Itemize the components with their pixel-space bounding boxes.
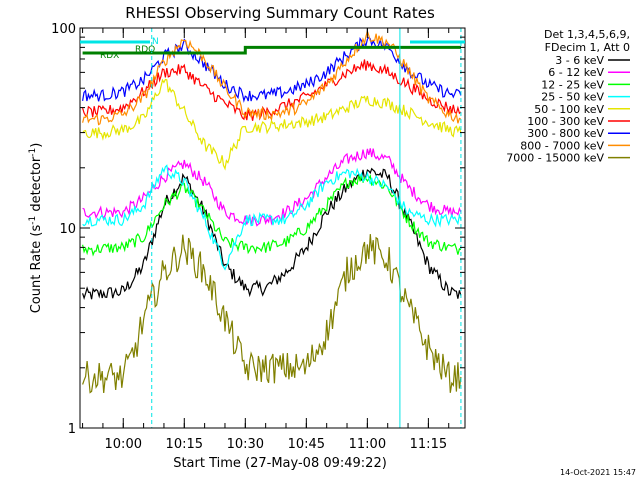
legend-label-7: 800 - 7000 keV xyxy=(520,139,604,152)
y-axis: 1 10 100 xyxy=(51,22,465,437)
series-line-9 xyxy=(82,45,461,55)
legend-label-5: 100 - 300 keV xyxy=(527,115,604,128)
y-axis-label-sup: -1 xyxy=(28,216,38,225)
x-tick-label-0: 10:00 xyxy=(105,437,142,452)
x-tick-label-2: 10:30 xyxy=(227,437,264,452)
series-line-6 xyxy=(82,36,462,103)
x-axis-label: Start Time (27-May-08 09:49:22) xyxy=(173,456,387,471)
y-axis-label-main: Count Rate (s xyxy=(29,225,44,314)
flag-label-rdo: RDO xyxy=(135,45,155,55)
legend-header-0: Det 1,3,4,5,6,9, xyxy=(544,28,630,41)
x-tick-label-3: 10:45 xyxy=(288,437,325,452)
series-line-3 xyxy=(82,164,462,271)
legend-label-8: 7000 - 15000 keV xyxy=(506,152,604,165)
series-line-4 xyxy=(82,78,462,171)
y-axis-label-sup2: -1 xyxy=(28,148,38,157)
legend-label-1: 6 - 12 keV xyxy=(548,66,604,79)
chart-title: RHESSI Observing Summary Count Rates xyxy=(125,4,435,22)
series-line-0 xyxy=(82,167,462,300)
y-axis-label-end: ) xyxy=(29,143,44,148)
y-axis-label: Count Rate (s-1 detector-1) xyxy=(28,143,44,314)
y-tick-label-2: 100 xyxy=(51,22,76,37)
series-layer xyxy=(82,29,462,394)
x-axis: 10:00 10:15 10:30 10:45 11:00 11:15 xyxy=(82,28,450,452)
legend-label-3: 25 - 50 keV xyxy=(541,91,604,104)
flag-label-n: N xyxy=(152,37,159,47)
legend-label-4: 50 - 100 keV xyxy=(534,103,604,116)
legend-label-2: 12 - 25 keV xyxy=(541,78,604,91)
series-line-8 xyxy=(82,234,462,394)
y-tick-label-1: 10 xyxy=(59,222,76,237)
x-tick-label-4: 11:00 xyxy=(349,437,386,452)
y-axis-label-tail: detector xyxy=(29,156,44,216)
footer-date: 14-Oct-2021 15:47 xyxy=(560,468,636,477)
legend: Det 1,3,4,5,6,9,FDecim 1, Att 03 - 6 keV… xyxy=(506,28,630,165)
y-tick-label-0: 1 xyxy=(68,422,76,437)
legend-label-6: 300 - 800 keV xyxy=(527,127,604,140)
x-tick-label-5: 11:15 xyxy=(410,437,447,452)
x-tick-label-1: 10:15 xyxy=(166,437,203,452)
legend-label-0: 3 - 6 keV xyxy=(555,54,604,67)
series-line-7 xyxy=(82,29,462,126)
flag-label-rdx: RDX xyxy=(100,51,119,61)
legend-header-1: FDecim 1, Att 0 xyxy=(545,41,630,54)
